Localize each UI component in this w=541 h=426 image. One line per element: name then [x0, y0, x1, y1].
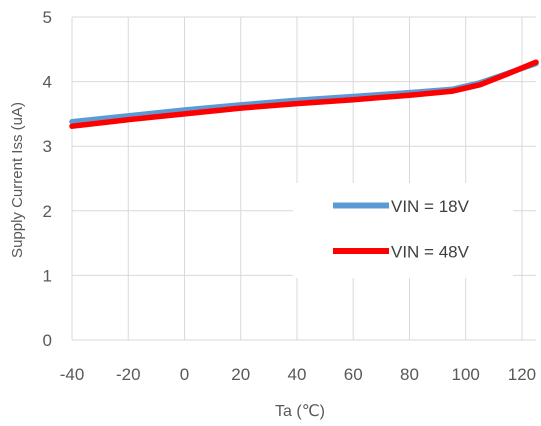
y-tick-labels: 0 1 2 3 4 5	[43, 8, 52, 350]
x-tick-label: 20	[231, 365, 250, 384]
x-tick-label: 0	[180, 365, 189, 384]
x-tick-labels: -40 -20 0 20 40 60 80 100 120	[60, 365, 536, 384]
x-axis-title: Ta (℃)	[275, 403, 325, 420]
series-line-2	[69, 59, 539, 129]
y-tick-label: 3	[43, 137, 52, 156]
y-tick-label: 5	[43, 8, 52, 27]
legend-label-series-2: VIN = 48V	[391, 243, 470, 262]
y-tick-label: 2	[43, 202, 52, 221]
x-tick-label: 60	[344, 365, 363, 384]
x-tick-label: 100	[452, 365, 480, 384]
x-tick-label: 120	[508, 365, 536, 384]
x-tick-label: 40	[288, 365, 307, 384]
series-lines	[69, 59, 539, 129]
x-tick-label: -20	[116, 365, 141, 384]
x-tick-label: 80	[400, 365, 419, 384]
legend-background	[293, 183, 513, 278]
x-tick-label: -40	[60, 365, 85, 384]
y-tick-label: 1	[43, 266, 52, 285]
legend: VIN = 18V VIN = 48V	[333, 197, 470, 262]
legend-label-series-1: VIN = 18V	[391, 197, 470, 216]
y-axis-title: Supply Current Iss (uA)	[9, 102, 26, 258]
y-tick-label: 4	[43, 73, 52, 92]
y-tick-label: 0	[43, 331, 52, 350]
